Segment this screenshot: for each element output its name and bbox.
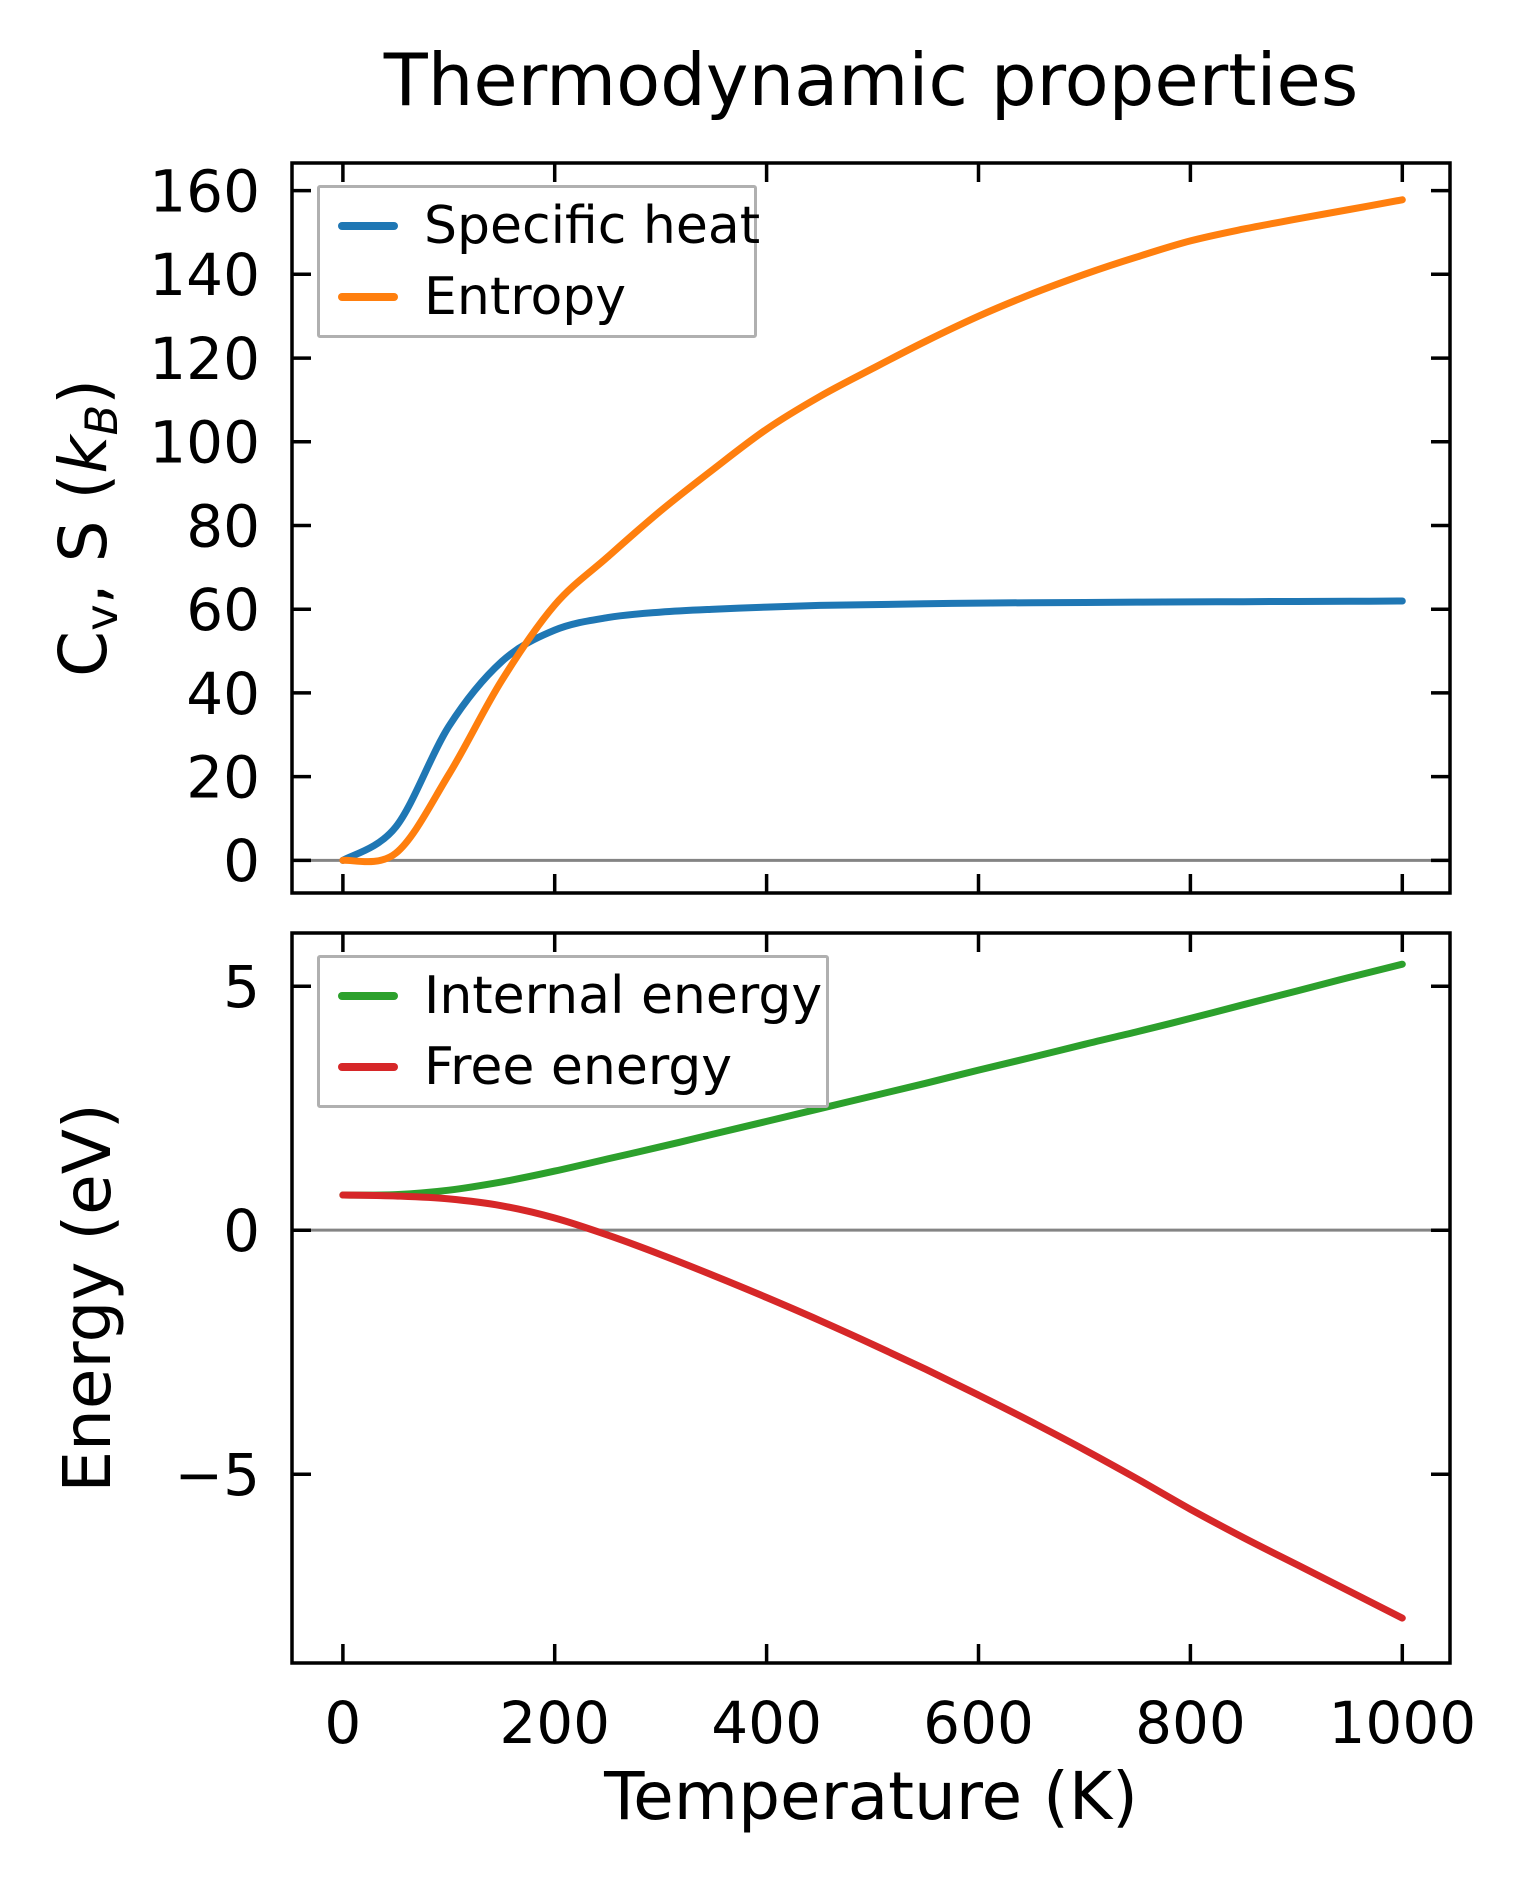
- ylabel-k: k: [44, 435, 122, 474]
- free-energy-line-swatch: [338, 1062, 398, 1071]
- specific-heat-line-swatch: [338, 222, 398, 231]
- y-tick-label: 80: [186, 492, 260, 560]
- legend-label: Entropy: [424, 266, 627, 327]
- y-tick-label: 5: [223, 953, 260, 1021]
- y-tick-label: 140: [149, 241, 260, 309]
- axes-spines: [290, 161, 1452, 895]
- y-tick-label: 40: [186, 660, 260, 728]
- top-axes: 0 20 40 60 80 100 120 140 160: [149, 158, 1452, 895]
- y-tick-label: 20: [186, 744, 260, 812]
- y-tick-label: 160: [149, 158, 260, 226]
- x-tick-label: 200: [499, 1689, 610, 1757]
- internal-energy-line-swatch: [338, 992, 398, 1001]
- legend-item-free-energy: Free energy: [338, 1037, 808, 1098]
- internal-energy-curve: [339, 960, 1406, 1199]
- ylabel-mid: , S (: [44, 473, 122, 605]
- y-tick-label: 60: [186, 576, 260, 644]
- ylabel-cv: C: [44, 630, 122, 678]
- figure-title: Thermodynamic properties: [383, 38, 1359, 122]
- axes-spines: [290, 931, 1452, 1665]
- x-tick-label: 800: [1135, 1689, 1246, 1757]
- y-tick-label: 0: [223, 827, 260, 895]
- free-energy-curve: [339, 1191, 1406, 1622]
- x-axis-label: Temperature (K): [604, 1758, 1138, 1835]
- legend-label: Free energy: [424, 1036, 733, 1097]
- ylabel-end: ): [44, 378, 122, 405]
- legend-item-specific-heat: Specific heat: [338, 196, 760, 257]
- bottom-y-axis-label: Energy (eV): [49, 1103, 126, 1493]
- tick-marks: [292, 933, 1450, 1663]
- ylabel-cv-sub: v: [75, 604, 129, 631]
- legend-item-entropy: Entropy: [338, 267, 736, 328]
- legend-label: Internal energy: [424, 966, 823, 1027]
- top-legend: Specific heat Entropy: [317, 185, 760, 338]
- x-tick-label: 600: [923, 1689, 1034, 1757]
- tick-marks: [292, 163, 1450, 893]
- x-tick-label: 400: [711, 1689, 822, 1757]
- x-tick-label: 0: [324, 1689, 361, 1757]
- legend-label: Specific heat: [424, 196, 761, 257]
- entropy-line-swatch: [338, 292, 398, 301]
- x-tick-label: 1000: [1329, 1689, 1477, 1757]
- top-y-axis-label: Cv, S (kB): [45, 379, 129, 677]
- y-tick-label: 0: [223, 1197, 260, 1265]
- entropy-curve: [339, 196, 1406, 866]
- y-tick-label: −5: [175, 1441, 261, 1509]
- y-tick-label: 120: [149, 325, 260, 393]
- bottom-axes: −5 0 5 0 200 400 600 800 1000: [175, 931, 1477, 1757]
- y-tick-label: 100: [149, 409, 260, 477]
- specific-heat-curve: [339, 597, 1406, 864]
- ylabel-k-sub: B: [75, 404, 129, 436]
- bottom-legend: Internal energy Free energy: [317, 955, 829, 1108]
- legend-item-internal-energy: Internal energy: [338, 966, 822, 1027]
